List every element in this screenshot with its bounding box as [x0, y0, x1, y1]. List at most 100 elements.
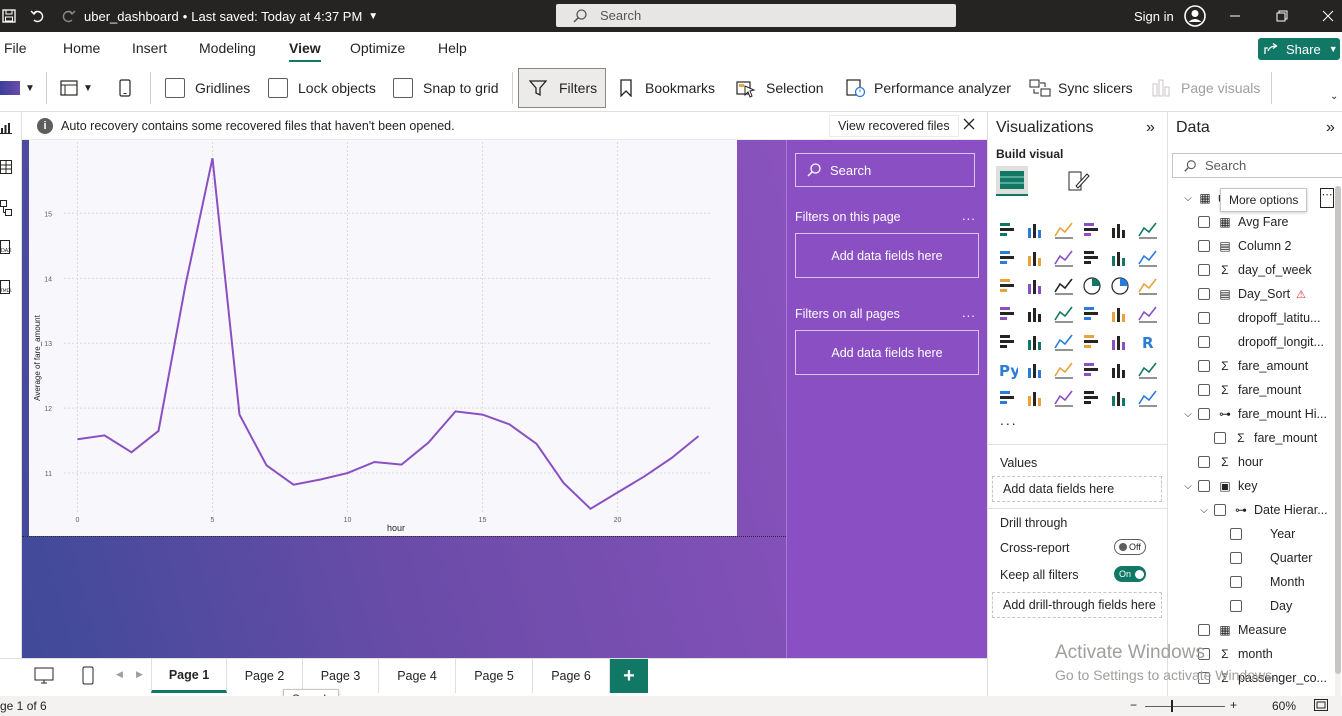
line-clustered-icon[interactable]	[1138, 248, 1158, 268]
checkbox-box[interactable]	[393, 78, 413, 98]
menu-insert[interactable]: Insert	[132, 40, 168, 56]
minimize-icon[interactable]	[1229, 0, 1241, 32]
more-options-icon[interactable]: ...	[962, 305, 976, 320]
stacked-bar-icon[interactable]	[998, 220, 1018, 240]
menu-home[interactable]: Home	[63, 40, 101, 56]
page-tab-2[interactable]: Page 2	[227, 659, 303, 693]
cross-report-toggle[interactable]: Off	[1114, 539, 1146, 555]
funnel-icon[interactable]	[1026, 276, 1046, 296]
power-apps-icon[interactable]	[1026, 388, 1046, 408]
page-view-button[interactable]: ▼	[60, 64, 93, 112]
kpi-icon[interactable]	[1026, 332, 1046, 352]
all-pages-filter-drop-zone[interactable]: Add data fields here	[795, 330, 979, 375]
field-checkbox[interactable]	[1198, 408, 1210, 420]
gridlines-checkbox[interactable]: Gridlines	[165, 64, 250, 112]
table-row-header[interactable]: ⌵ ▦ u	[1182, 186, 1225, 210]
field-checkbox[interactable]	[1198, 672, 1210, 684]
format-visual-tab[interactable]	[1062, 166, 1094, 196]
mobile-layout-icon[interactable]	[82, 666, 94, 689]
field-checkbox[interactable]	[1214, 504, 1226, 516]
fit-to-page-icon[interactable]	[1314, 699, 1328, 714]
filter-search-input[interactable]: Search	[795, 153, 975, 187]
100-bar-icon[interactable]	[1110, 220, 1130, 240]
bookmarks-button[interactable]: Bookmarks	[619, 64, 715, 112]
collapse-pane-icon[interactable]: »	[1146, 119, 1155, 136]
r-visual-icon[interactable]: R	[1138, 332, 1158, 352]
tmdl-view-icon[interactable]: TMDL	[0, 280, 13, 299]
checkbox-box[interactable]	[268, 78, 288, 98]
field-checkbox[interactable]	[1230, 576, 1242, 588]
zoom-out-icon[interactable]: −	[1130, 698, 1138, 712]
selection-button[interactable]: Selection	[736, 64, 824, 112]
view-recovered-files-button[interactable]: View recovered files	[829, 115, 959, 137]
field-row[interactable]: ⌵ ⊶ Date Hierar...	[1198, 498, 1327, 522]
more-options-icon[interactable]: ⋯	[1320, 188, 1334, 208]
field-row[interactable]: ▦ Avg Fare	[1198, 210, 1289, 234]
field-checkbox[interactable]	[1198, 264, 1210, 276]
menu-help[interactable]: Help	[438, 40, 467, 56]
page-tab-3[interactable]: Page 3	[303, 659, 379, 693]
field-checkbox[interactable]	[1230, 528, 1242, 540]
themes-gallery-button[interactable]: ▼	[0, 64, 35, 112]
power-automate-icon[interactable]	[1054, 388, 1074, 408]
field-checkbox[interactable]	[1198, 648, 1210, 660]
field-row[interactable]: ▦ Measure	[1198, 618, 1287, 642]
performance-analyzer-button[interactable]: Performance analyzer	[846, 64, 1011, 112]
qa-icon[interactable]	[1082, 360, 1102, 380]
chevron-down-icon[interactable]: ⌵	[1184, 192, 1192, 204]
field-row[interactable]: Month	[1230, 570, 1305, 594]
matrix-icon[interactable]	[1110, 332, 1130, 352]
field-checkbox[interactable]	[1198, 336, 1210, 348]
field-row[interactable]: Day	[1230, 594, 1292, 618]
dax-query-view-icon[interactable]: DAX	[0, 240, 12, 259]
data-search-input[interactable]: Search	[1172, 153, 1342, 178]
ribbon-collapse-icon[interactable]: ⌄	[1330, 90, 1339, 102]
add-page-button[interactable]: +	[610, 659, 648, 693]
filled-map-icon[interactable]	[1026, 304, 1046, 324]
sign-in-button[interactable]: Sign in	[1134, 0, 1206, 32]
field-checkbox[interactable]	[1198, 384, 1210, 396]
field-row[interactable]: ▤ Day_Sort ⚠	[1198, 282, 1306, 306]
field-checkbox[interactable]	[1198, 216, 1210, 228]
field-checkbox[interactable]	[1230, 600, 1242, 612]
field-row[interactable]: dropoff_longit...	[1198, 330, 1324, 354]
table-icon[interactable]	[1082, 332, 1102, 352]
zoom-in-icon[interactable]: +	[1230, 698, 1238, 712]
scroll-right-icon[interactable]: ▶	[136, 669, 143, 679]
values-drop-zone[interactable]: Add data fields here	[992, 476, 1162, 502]
undo-icon[interactable]	[30, 0, 46, 32]
chevron-down-icon[interactable]: ⌵	[1184, 480, 1192, 492]
multirow-card-icon[interactable]	[998, 332, 1018, 352]
table-view-icon[interactable]	[0, 160, 12, 177]
model-view-icon[interactable]	[0, 200, 12, 219]
menu-optimize[interactable]: Optimize	[350, 40, 406, 56]
report-view-icon[interactable]	[0, 122, 12, 137]
field-checkbox[interactable]	[1198, 624, 1210, 636]
desktop-layout-icon[interactable]	[34, 667, 54, 688]
100-column-icon[interactable]	[1138, 220, 1158, 240]
chevron-down-icon[interactable]: ⌵	[1184, 408, 1192, 420]
menu-view[interactable]: View	[289, 40, 321, 62]
chevron-down-icon[interactable]: ▼	[368, 10, 379, 22]
build-visual-tab[interactable]	[996, 166, 1028, 196]
data-pane-scrollbar[interactable]	[1335, 186, 1341, 696]
clustered-column-icon[interactable]	[1082, 220, 1102, 240]
menu-file[interactable]: File	[4, 40, 27, 56]
clustered-bar-icon[interactable]	[1054, 220, 1074, 240]
map-icon[interactable]	[998, 304, 1018, 324]
field-checkbox[interactable]	[1214, 432, 1226, 444]
close-notice-icon[interactable]	[963, 118, 975, 133]
share-button[interactable]: Share ▼	[1258, 38, 1340, 60]
close-icon[interactable]	[1322, 0, 1334, 32]
restore-icon[interactable]	[1276, 0, 1288, 32]
scroll-left-icon[interactable]: ◀	[116, 669, 123, 679]
stacked-column-icon[interactable]	[1026, 220, 1046, 240]
line-chart-visual[interactable]: 11 12 13 14 15 0 5 10 15 20 hour Average of fare_…	[29, 140, 737, 536]
field-row[interactable]: ▤ Column 2	[1198, 234, 1292, 258]
